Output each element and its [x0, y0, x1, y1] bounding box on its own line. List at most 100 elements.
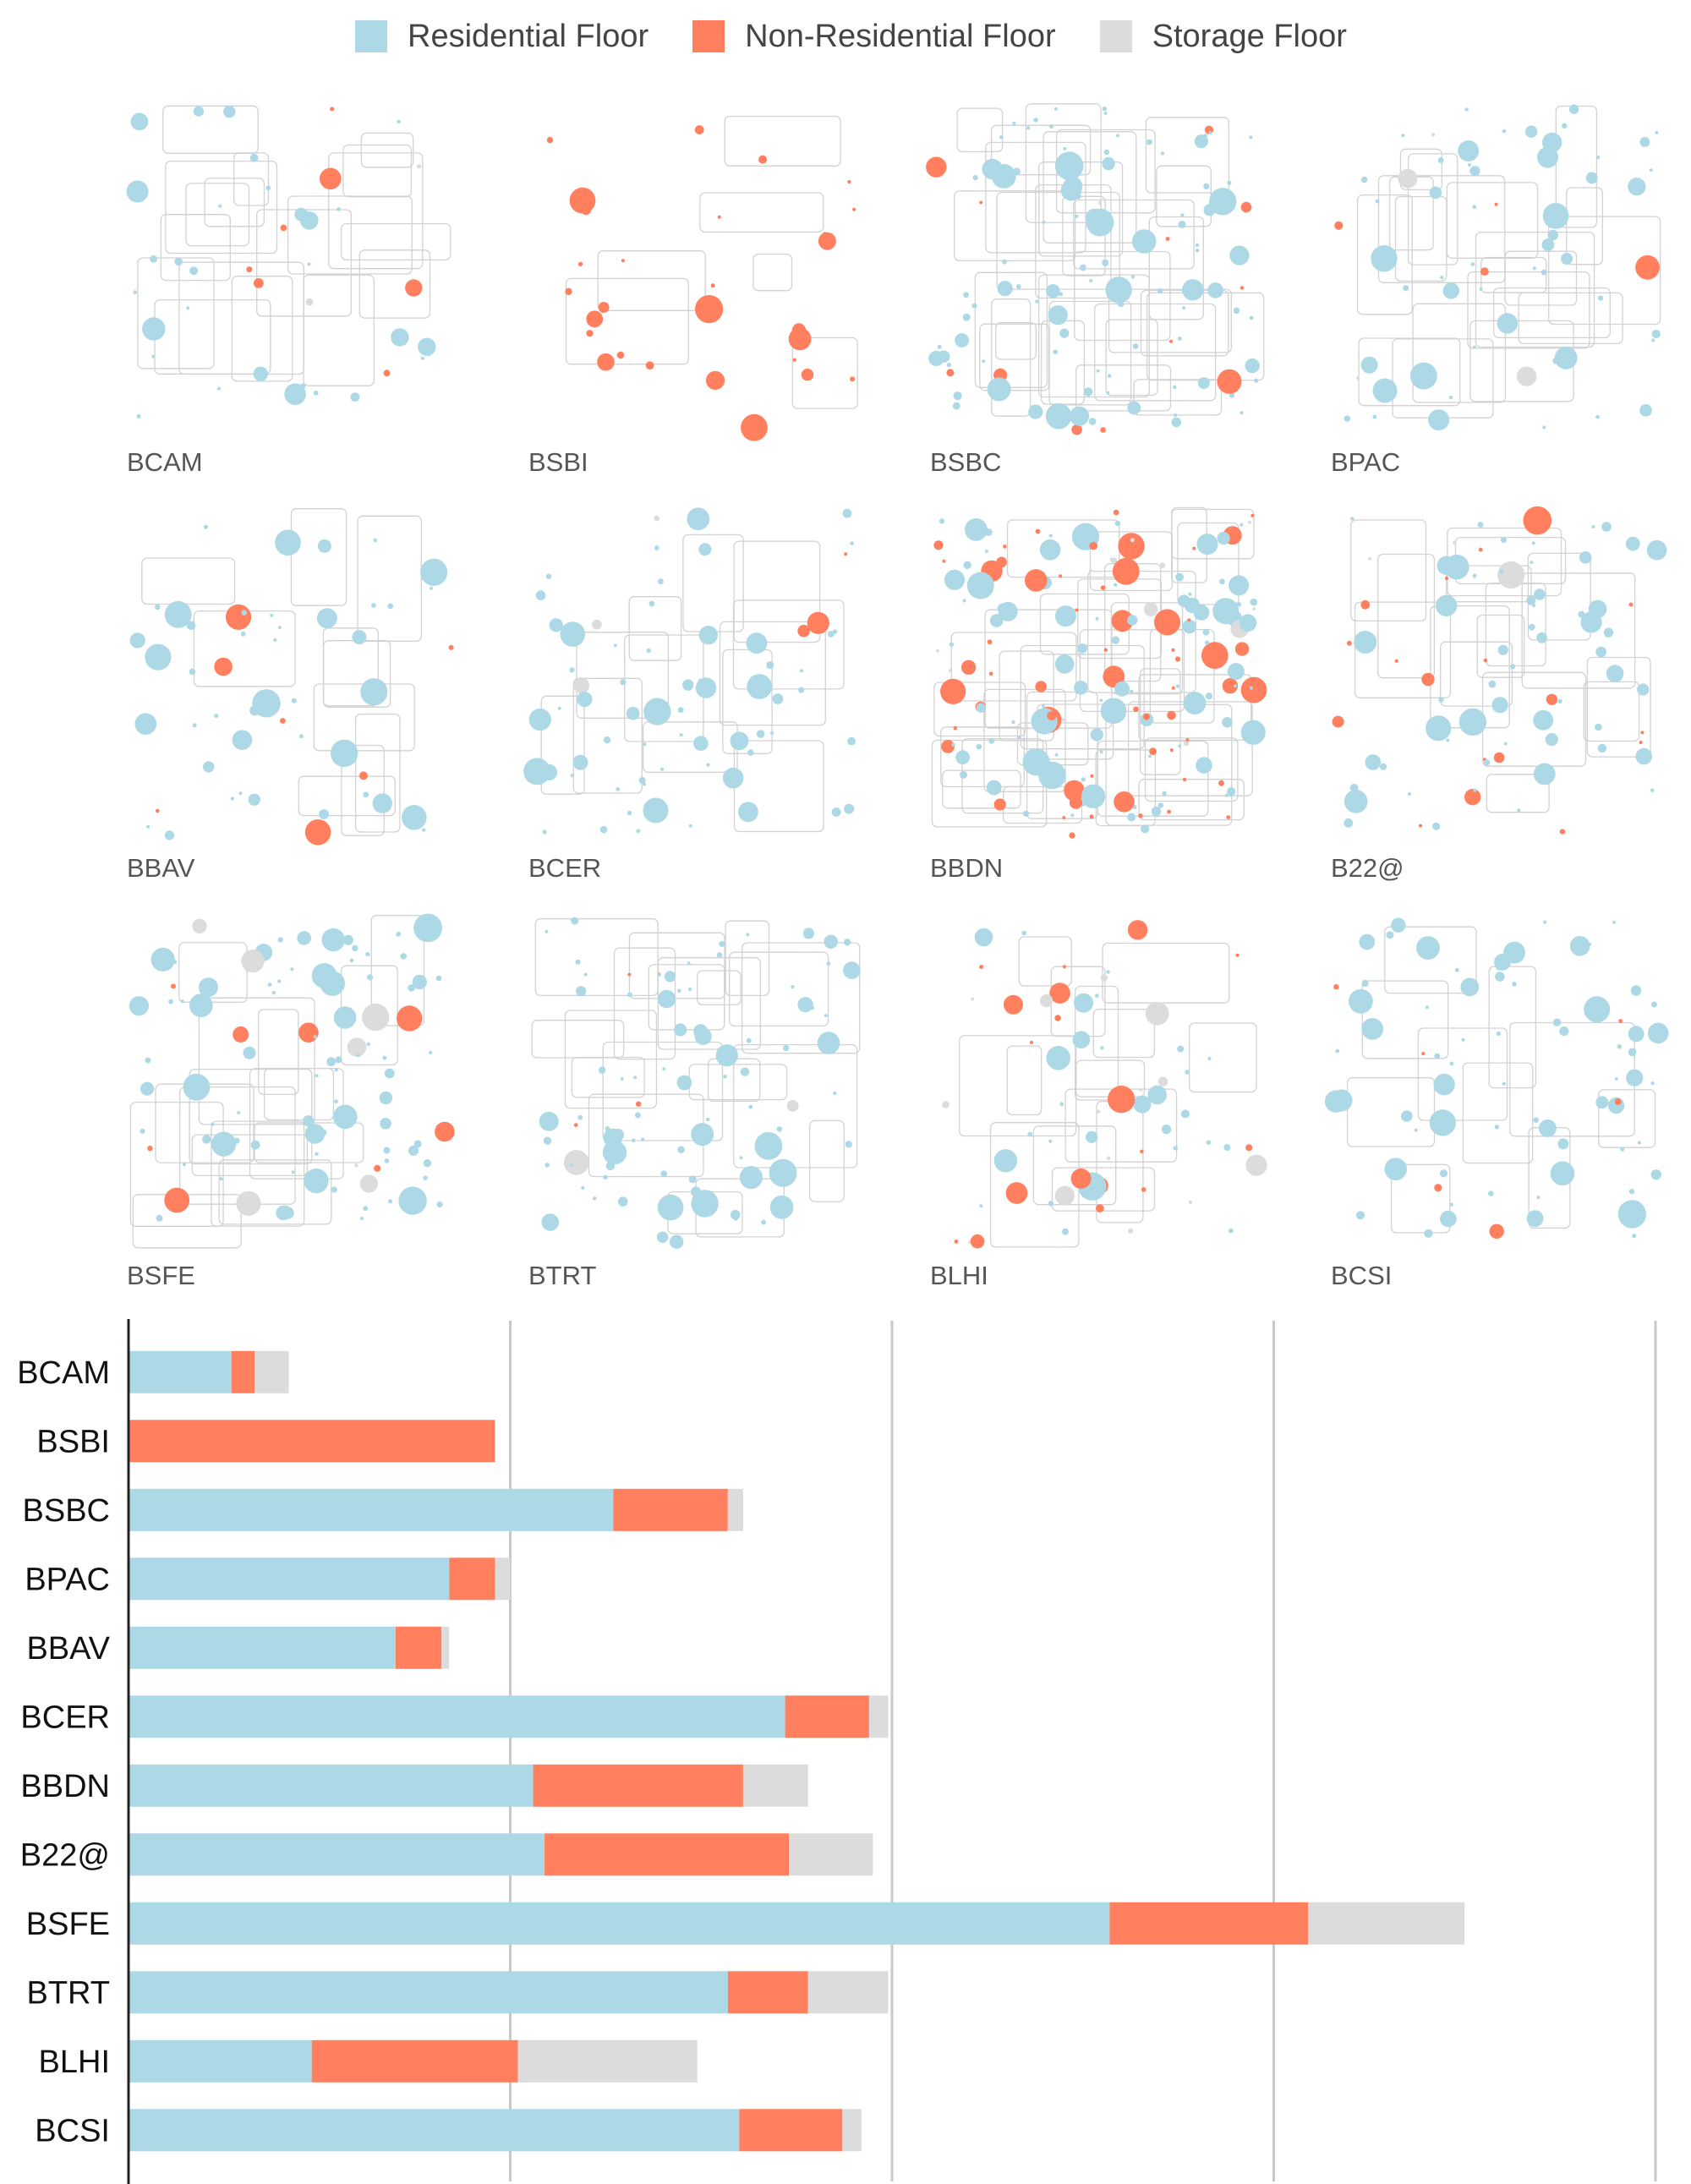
building-point [1497, 561, 1525, 589]
building-point [1502, 129, 1507, 134]
building-point [1208, 131, 1212, 134]
building-point [1333, 984, 1339, 990]
building-point [1130, 689, 1134, 693]
building-point [384, 1158, 390, 1163]
building-point [298, 734, 304, 739]
building-point [388, 1199, 392, 1204]
building-point [1217, 369, 1242, 394]
building-point [1552, 357, 1559, 364]
building-point [397, 119, 401, 123]
map-block [1144, 737, 1239, 802]
building-point [1496, 965, 1502, 971]
map-block [1598, 1089, 1656, 1148]
building-point [164, 600, 192, 628]
building-point [826, 961, 831, 966]
building-point [1516, 366, 1537, 386]
building-point [1054, 1015, 1061, 1021]
building-point [769, 1158, 797, 1187]
building-point [405, 279, 423, 297]
bar-segment-non-residential [727, 1971, 808, 2014]
building-point [140, 1081, 155, 1096]
building-point [1598, 295, 1604, 301]
building-point [766, 661, 774, 670]
building-point [1640, 731, 1644, 735]
map-block [1390, 1163, 1451, 1234]
building-point [1249, 686, 1254, 690]
building-point [1464, 107, 1469, 112]
building-point [1070, 813, 1075, 818]
map-block [628, 596, 682, 661]
building-point [241, 610, 248, 616]
building-point [1454, 967, 1459, 972]
building-point [1595, 723, 1602, 731]
building-point [577, 1114, 583, 1120]
building-point [1343, 790, 1368, 813]
building-point [539, 1111, 559, 1131]
map-block [1446, 182, 1539, 259]
building-point [545, 1163, 550, 1168]
building-point [1180, 1109, 1190, 1119]
floor-area-bar-chart: BCAM BSBI BSBC BPAC BBAV BCER BBDN B22@ BSFE BTRT… [17, 1319, 1657, 2184]
building-point [352, 944, 358, 952]
building-point [1361, 176, 1368, 183]
building-point [560, 621, 586, 647]
map-block [1087, 570, 1196, 693]
building-point [156, 808, 160, 813]
bar-segment-non-residential [739, 2109, 843, 2152]
building-point [147, 1145, 153, 1152]
building-point [581, 205, 591, 216]
building-point [1361, 979, 1369, 988]
building-point [1004, 994, 1023, 1015]
building-point [1102, 156, 1115, 171]
building-point [422, 828, 426, 832]
building-point [350, 392, 360, 402]
building-point [271, 991, 276, 995]
map-block [752, 253, 793, 292]
building-point [563, 1150, 589, 1175]
building-point [677, 988, 681, 993]
map-block [328, 152, 424, 270]
building-point [1240, 676, 1267, 703]
building-point [1495, 972, 1505, 982]
building-point [573, 1123, 578, 1127]
building-point [448, 644, 454, 650]
building-point [1209, 188, 1237, 216]
map-block [979, 323, 1050, 391]
building-point [134, 713, 157, 735]
map-block [1073, 199, 1195, 270]
building-point [1349, 988, 1373, 1014]
building-point [741, 413, 768, 441]
legend-swatch-residential [355, 20, 387, 52]
map-block [1079, 629, 1185, 713]
building-point [192, 723, 197, 728]
map-block [1586, 656, 1651, 758]
building-point [436, 1201, 443, 1208]
map-block [1346, 1077, 1436, 1147]
building-point [1095, 616, 1099, 621]
building-point [1187, 618, 1191, 622]
building-point [1086, 1130, 1098, 1143]
building-point [1543, 920, 1547, 924]
building-point [1103, 111, 1108, 115]
building-point [632, 1138, 636, 1143]
building-point [1597, 743, 1607, 753]
bar-category-label: BBDN [20, 1769, 110, 1804]
building-point [1250, 513, 1255, 517]
building-point [620, 679, 627, 686]
building-point [1227, 663, 1245, 681]
building-point [1538, 1119, 1557, 1137]
building-point [1561, 253, 1573, 265]
building-point [643, 797, 669, 824]
map-block [1006, 519, 1120, 578]
building-point [965, 518, 988, 541]
building-point [982, 158, 1003, 180]
building-point [1432, 822, 1441, 830]
building-point [984, 528, 993, 536]
building-point [367, 974, 374, 981]
building-point [1428, 409, 1450, 431]
building-point [1647, 1022, 1669, 1044]
building-point [130, 112, 149, 131]
building-point [1039, 539, 1061, 561]
building-point [1202, 628, 1210, 636]
map-block [1038, 161, 1124, 257]
